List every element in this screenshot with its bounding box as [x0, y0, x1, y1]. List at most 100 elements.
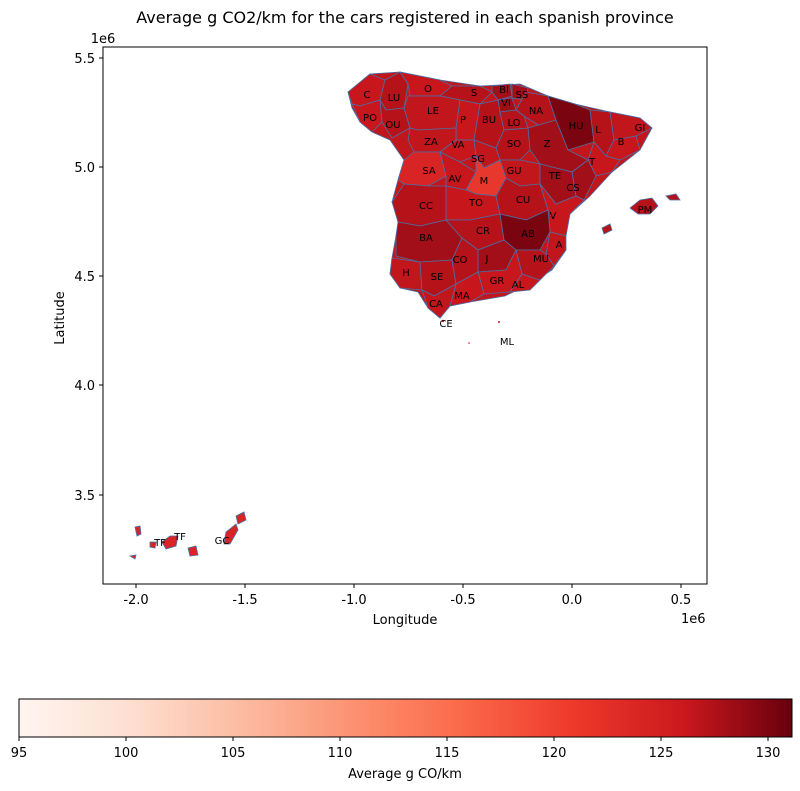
province-label: O — [424, 84, 432, 95]
province-labels: C LU O S BI SS VI NA PO OU LE P BU LO HU… — [153, 84, 652, 549]
province-label: VI — [501, 98, 511, 109]
province-label: BU — [482, 115, 496, 126]
x-tick-label: -0.5 — [450, 593, 475, 608]
province-A — [545, 231, 567, 267]
province-label: CO — [453, 255, 468, 266]
y-tick-label: 4.0 — [74, 379, 95, 394]
x-tick-label: -1.5 — [232, 593, 257, 608]
colorbar-tick-label: 130 — [756, 746, 781, 761]
province-GI — [609, 111, 653, 141]
province-label: TE — [548, 171, 561, 182]
island-menorca — [665, 193, 681, 201]
province-label: H — [402, 268, 410, 279]
province-label: V — [550, 211, 557, 222]
colorbar-tick-label: 95 — [11, 746, 28, 761]
province-label: LU — [388, 93, 400, 104]
y-offset-label: 1e6 — [91, 32, 116, 47]
province-label: CC — [419, 201, 433, 212]
y-tick-label: 4.5 — [74, 270, 95, 285]
province-label: GC — [215, 536, 230, 547]
province-AL — [509, 273, 541, 293]
colorbar-tick-label: 125 — [649, 746, 674, 761]
x-offset-label: 1e6 — [681, 612, 706, 627]
y-tick-label: 5.5 — [74, 52, 95, 67]
province-label: AB — [521, 229, 535, 240]
province-label: SO — [507, 139, 521, 150]
y-tick-label: 3.5 — [74, 489, 95, 504]
island-gomera — [149, 541, 157, 549]
province-label: CR — [476, 226, 490, 237]
province-label: C — [364, 90, 371, 101]
province-GC — [187, 545, 199, 557]
province-label: CS — [566, 183, 579, 194]
colorbar-tick-label: 110 — [328, 746, 353, 761]
y-axis-label: Latitude — [53, 291, 68, 345]
province-CA — [421, 283, 457, 319]
province-H — [389, 257, 423, 291]
province-label: PO — [363, 113, 377, 124]
x-tick-label: -2.0 — [123, 593, 148, 608]
colorbar-tick-label: 120 — [542, 746, 567, 761]
province-label: SA — [422, 166, 436, 177]
province-label: ZA — [424, 137, 438, 148]
province-label: MA — [454, 291, 470, 302]
province-map — [128, 71, 681, 560]
province-label: Z — [544, 139, 551, 150]
province-SA — [397, 151, 447, 187]
province-label: A — [556, 240, 563, 251]
province-label: HU — [569, 121, 584, 132]
small-island-dot — [468, 342, 470, 344]
colorbar-gradient — [18, 698, 793, 738]
province-label: T — [588, 157, 596, 168]
y-axis: 3.5 4.0 4.5 5.0 5.5 1e6 Latitude — [53, 32, 115, 504]
province-label: PM — [638, 205, 653, 216]
province-label: SE — [431, 272, 444, 283]
chart-title: Average g CO2/km for the cars registered… — [136, 8, 674, 27]
x-tick-label: 0.0 — [562, 593, 583, 608]
province-label: J — [485, 254, 489, 265]
x-axis-label: Longitude — [373, 613, 438, 628]
province-BI — [491, 83, 513, 101]
province-label: TF — [153, 538, 166, 549]
province-label: TO — [468, 198, 483, 209]
province-label: NA — [529, 106, 543, 117]
province-TF — [161, 535, 179, 550]
province-label: LO — [507, 118, 520, 129]
province-label: BI — [499, 85, 509, 96]
island-la-palma — [134, 525, 142, 537]
province-label: SG — [471, 154, 485, 165]
colorbar-tick-label: 100 — [114, 746, 139, 761]
province-label: GU — [506, 166, 521, 177]
province-label: MU — [533, 254, 549, 265]
province-label: AV — [448, 174, 461, 185]
province-ML — [498, 321, 500, 323]
province-label: B — [618, 137, 625, 148]
province-label: GI — [635, 123, 646, 134]
province-label: M — [480, 176, 489, 187]
province-LO — [499, 109, 529, 131]
province-label: CA — [429, 299, 443, 310]
island-hierro — [128, 554, 137, 560]
island-ibiza — [601, 223, 613, 235]
province-label: GR — [490, 276, 505, 287]
province-label: P — [460, 115, 466, 126]
y-tick-label: 5.0 — [74, 161, 95, 176]
province-B — [605, 135, 641, 161]
province-label: TF — [173, 532, 186, 543]
province-CS — [571, 159, 597, 201]
province-label: OU — [385, 120, 400, 131]
x-tick-label: 0.5 — [671, 593, 692, 608]
province-CE — [441, 319, 445, 323]
province-label: VA — [451, 140, 464, 151]
colorbar-label: Average g CO/km — [348, 767, 462, 782]
province-label: CE — [439, 319, 452, 330]
province-label: CU — [516, 195, 530, 206]
colorbar-tick-label: 105 — [221, 746, 246, 761]
colorbar: 95 100 105 110 115 120 125 130 Average g… — [11, 698, 793, 782]
province-label: BA — [419, 233, 433, 244]
x-axis: -2.0 -1.5 -1.0 -0.5 0.0 0.5 Longitude 1e… — [123, 584, 706, 628]
province-label: S — [471, 88, 477, 99]
province-label: LE — [427, 106, 439, 117]
province-PM — [629, 197, 659, 215]
province-label: AL — [512, 280, 525, 291]
